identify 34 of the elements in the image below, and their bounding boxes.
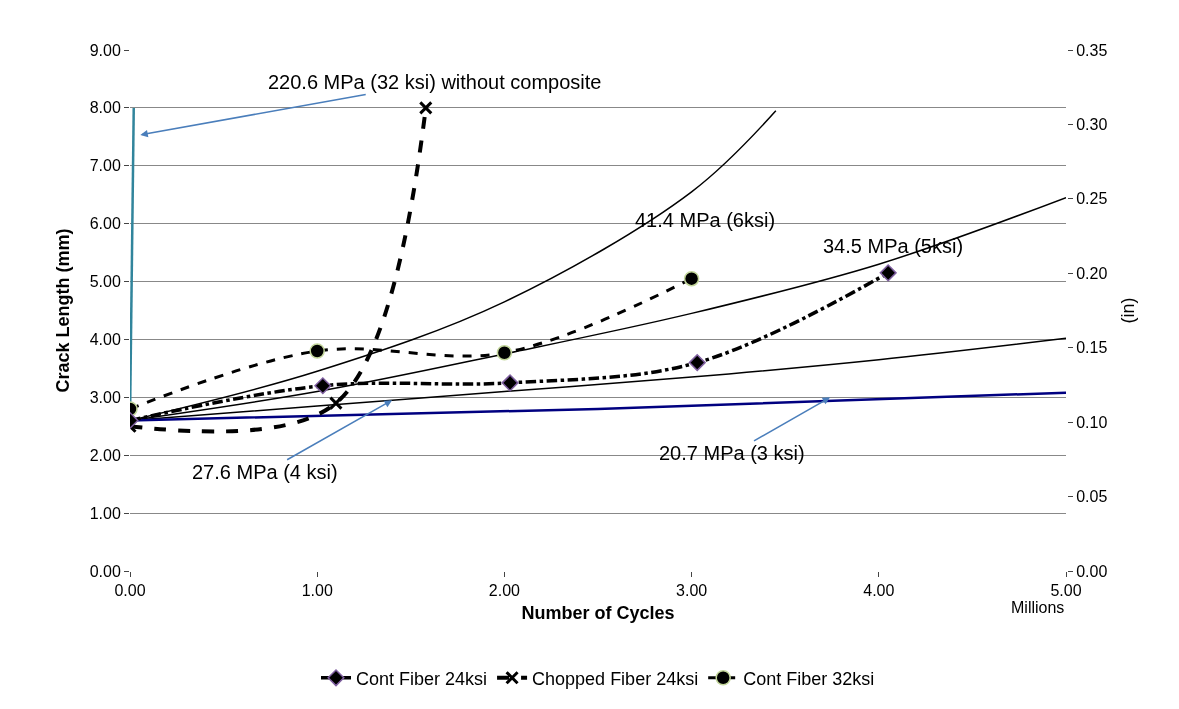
y-tick-label: 8.00 [89, 99, 121, 117]
y-tick-label: 2.00 [89, 446, 121, 464]
y-tick-label: 5.00 [89, 273, 121, 291]
y2-tick-label: 0.35 [1076, 41, 1108, 59]
y-axis-title: Crack Length (mm) [52, 228, 73, 393]
x-tick-label: 0.00 [114, 582, 146, 600]
y2-axis-title: (in) [1118, 297, 1139, 324]
y-tick-label: 1.00 [89, 504, 121, 522]
legend-label: Cont Fiber 32ksi [743, 668, 875, 689]
y-tick-label: 7.00 [89, 157, 121, 175]
y2-tick-label: 0.30 [1076, 116, 1108, 134]
y2-tick-label: 0.00 [1076, 562, 1108, 580]
x-tick-label: 2.00 [488, 582, 521, 600]
text: Millions [1011, 599, 1065, 616]
y2-tick-label: 0.20 [1076, 264, 1108, 282]
annotation: 27.6 MPa (4 ksi) [192, 461, 338, 483]
x-axis-title: Number of Cycles [521, 603, 675, 624]
x-tick-label: 5.00 [1050, 582, 1082, 600]
annotation: 20.7 MPa (3 ksi) [659, 442, 805, 464]
y2-tick-label: 0.15 [1076, 339, 1108, 357]
annotation: 220.6 MPa (32 ksi) without composite [268, 71, 602, 93]
y-tick-label: 9.00 [89, 41, 121, 59]
x-tick-label: 1.00 [301, 582, 333, 600]
y-tick-label: 3.00 [89, 388, 121, 406]
x-tick-label: 4.00 [863, 582, 895, 600]
legend-label: Chopped Fiber 24ksi [532, 668, 699, 689]
y2-tick-label: 0.25 [1076, 190, 1108, 208]
legend-label: Cont Fiber 24ksi [356, 668, 488, 689]
x-tick-label: 3.00 [676, 582, 708, 600]
y2-tick-label: 0.10 [1076, 413, 1108, 431]
y-tick-label: 4.00 [89, 331, 121, 349]
y-tick-label: 0.00 [89, 562, 121, 580]
y-tick-label: 6.00 [89, 215, 121, 233]
y2-tick-label: 0.05 [1076, 488, 1108, 506]
